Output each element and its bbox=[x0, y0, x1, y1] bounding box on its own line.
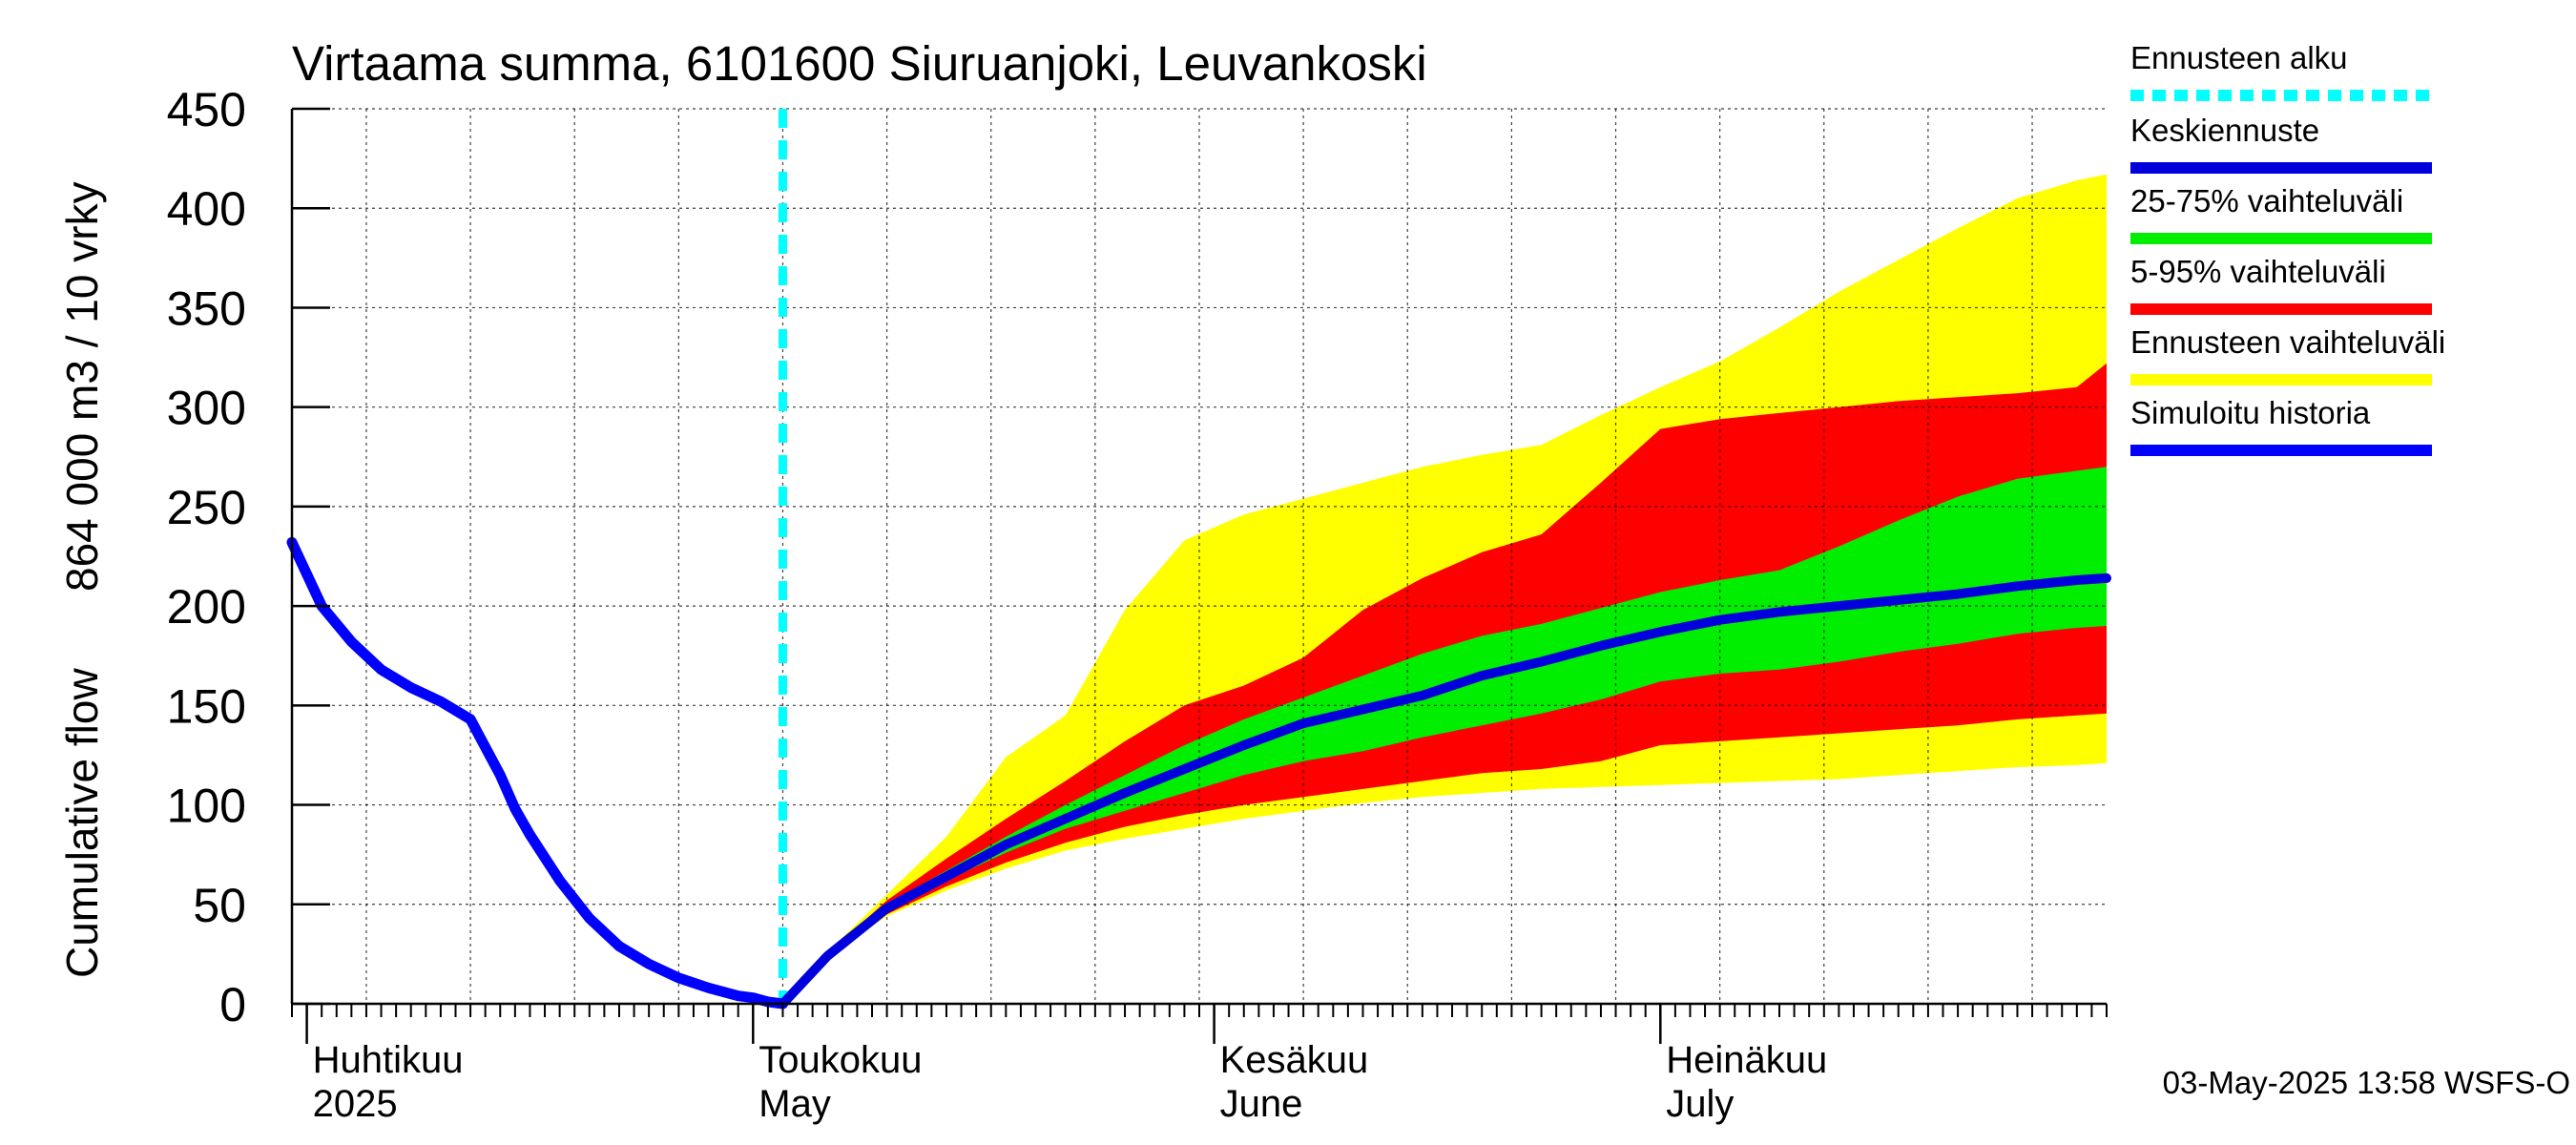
x-month-label-en: June bbox=[1220, 1083, 1303, 1125]
y-tick-label: 200 bbox=[167, 580, 246, 634]
legend: Ennusteen alku Keskiennuste 25-75% vaihtel… bbox=[2130, 40, 2445, 456]
legend-label: Simuloitu historia bbox=[2130, 395, 2371, 430]
y-tick-label: 300 bbox=[167, 382, 246, 435]
x-month-label-en: May bbox=[758, 1083, 831, 1125]
y-tick-label: 450 bbox=[167, 83, 246, 136]
grid-layer bbox=[292, 108, 2107, 1004]
x-month-label-en: July bbox=[1666, 1083, 1734, 1125]
y-tick-label: 250 bbox=[167, 481, 246, 534]
legend-label: Ennusteen alku bbox=[2130, 40, 2348, 75]
legend-label: Keskiennuste bbox=[2130, 113, 2319, 148]
p25-75-band bbox=[782, 467, 2107, 1004]
y-tick-label: 50 bbox=[193, 879, 246, 932]
y-axis-title-line2: 864 000 m3 / 10 vrky bbox=[57, 181, 107, 592]
plot-area bbox=[286, 108, 2111, 1010]
y-axis-title-line1: Cumulative flow bbox=[57, 668, 107, 978]
legend-label: 25-75% vaihteluväli bbox=[2130, 183, 2403, 219]
y-tick-label: 100 bbox=[167, 780, 246, 833]
legend-label: 5-95% vaihteluväli bbox=[2130, 254, 2386, 289]
y-tick-label: 350 bbox=[167, 281, 246, 335]
x-month-label-fi: Toukokuu bbox=[758, 1039, 922, 1081]
simulated-history-line bbox=[286, 536, 788, 1010]
x-month-label-fi: Huhtikuu bbox=[313, 1039, 464, 1081]
legend-label: Ennusteen vaihteluväli bbox=[2130, 324, 2445, 360]
x-month-label-en: 2025 bbox=[313, 1083, 398, 1125]
chart-title: Virtaama summa, 6101600 Siuruanjoki, Leu… bbox=[292, 36, 1427, 91]
median-forecast-line bbox=[778, 572, 2111, 1009]
x-month-label-fi: Heinäkuu bbox=[1666, 1039, 1827, 1081]
line-layer bbox=[286, 109, 2111, 1010]
y-tick-label: 150 bbox=[167, 679, 246, 733]
footer-timestamp: 03-May-2025 13:58 WSFS-O bbox=[2163, 1065, 2570, 1100]
x-month-label-fi: Kesäkuu bbox=[1220, 1039, 1369, 1081]
y-tick-label: 0 bbox=[219, 978, 246, 1031]
y-tick-label: 400 bbox=[167, 182, 246, 236]
